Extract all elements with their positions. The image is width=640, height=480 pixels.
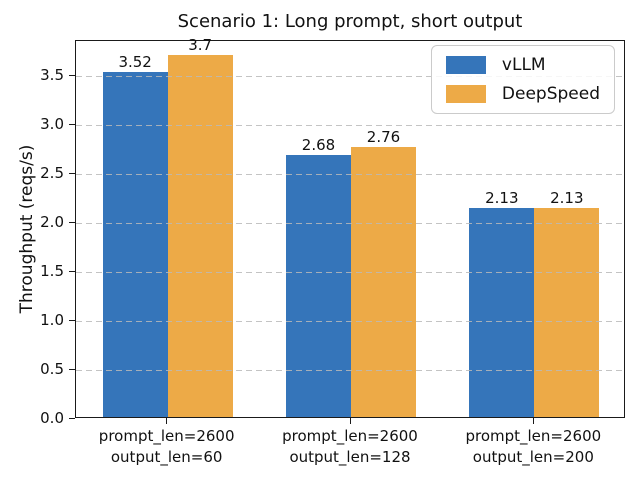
x-tick-label-line: prompt_len=2600	[465, 427, 602, 445]
bar-vllm	[102, 72, 168, 417]
x-tick-label-line: output_len=60	[110, 448, 223, 466]
gridline	[76, 125, 624, 127]
bar-value-label: 3.52	[118, 53, 152, 72]
bar-value-label: 2.68	[301, 135, 336, 154]
gridline	[76, 272, 624, 274]
gridline	[76, 174, 624, 176]
y-tick-label: 0.0	[40, 409, 64, 427]
y-tick-mark	[69, 271, 75, 273]
bar-vllm	[286, 154, 351, 417]
y-tick-label: 3.5	[40, 66, 64, 85]
y-tick-mark	[69, 75, 75, 77]
chart-title: Scenario 1: Long prompt, short output	[177, 11, 523, 32]
bar-value-label: 2.76	[366, 127, 401, 146]
x-tick-mark	[349, 418, 351, 424]
y-tick-label: 3.0	[40, 115, 64, 134]
x-tick-mark	[532, 418, 534, 424]
gridline	[76, 321, 624, 323]
x-tick-label-line: output_len=200	[472, 448, 594, 466]
legend-label: vLLM	[501, 55, 546, 75]
legend-row: vLLM	[445, 55, 600, 75]
y-tick-label: 0.5	[40, 360, 64, 379]
x-tick-label-line: prompt_len=2600	[282, 427, 418, 445]
x-tick-label: prompt_len=2600 output_len=128	[255, 426, 445, 468]
x-tick-label: prompt_len=2600 output_len=200	[438, 426, 628, 468]
bar-value-label: 2.13	[485, 189, 519, 208]
bar-value-label: 2.13	[550, 189, 584, 208]
legend-swatch-vllm	[445, 56, 486, 74]
bar-deepspeed	[351, 146, 416, 417]
legend-label: DeepSpeed	[501, 84, 600, 104]
y-tick-mark	[69, 418, 75, 419]
plot-area: 3.52 2.68 2.13 3.7 2.76 2.13	[75, 36, 625, 418]
bar-deepspeed	[167, 54, 233, 417]
x-tick-label: prompt_len=2600 output_len=60	[72, 426, 262, 468]
y-tick-mark	[69, 320, 75, 322]
bar-deepspeed	[534, 208, 600, 417]
y-tick-mark	[69, 369, 75, 371]
x-tick-mark	[166, 418, 168, 424]
y-tick-label: 2.5	[40, 164, 64, 183]
legend-row: DeepSpeed	[445, 84, 600, 104]
gridline	[76, 223, 624, 225]
bar-value-label: 3.7	[188, 35, 213, 54]
y-tick-label: 1.0	[40, 311, 64, 330]
y-tick-mark	[69, 222, 75, 224]
y-tick-label: 2.0	[40, 213, 64, 232]
bar-vllm	[469, 208, 535, 417]
legend: vLLM DeepSpeed	[430, 45, 615, 114]
y-tick-mark	[69, 124, 75, 126]
y-tick-label: 1.5	[40, 262, 64, 281]
gridline	[76, 76, 624, 78]
x-tick-label-line: output_len=128	[289, 448, 411, 466]
gridline	[76, 370, 624, 372]
y-tick-mark	[69, 173, 75, 175]
x-tick-label-line: prompt_len=2600	[98, 427, 235, 445]
legend-swatch-deepspeed	[445, 85, 486, 103]
